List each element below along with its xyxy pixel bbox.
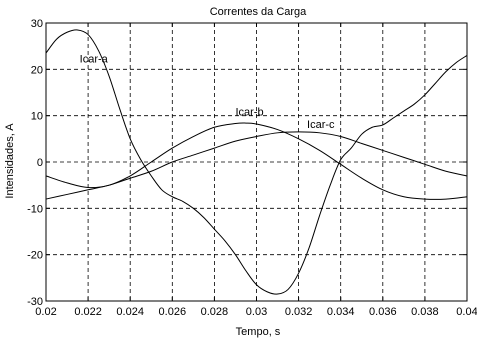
x-tick-label: 0.022	[74, 306, 102, 318]
y-tick-label: 0	[37, 157, 43, 169]
series-label-icar-c: Icar-c	[307, 119, 335, 131]
series-lines	[45, 29, 468, 295]
x-tick-label: 0.028	[201, 306, 229, 318]
series-label-icar-a: Icar-a	[80, 53, 109, 65]
series-line-icar-a	[45, 29, 468, 295]
y-tick-label: 20	[31, 64, 43, 76]
x-tick-label: 0.034	[327, 306, 355, 318]
x-axis-label: Tempo, s	[236, 326, 281, 338]
y-axis-label: Intensidades, A	[4, 123, 16, 199]
x-tick-label: 0.038	[411, 306, 439, 318]
x-tick-label: 0.02	[35, 306, 56, 318]
x-tick-label: 0.024	[116, 306, 144, 318]
x-tick-label: 0.026	[159, 306, 187, 318]
series-line-icar-c	[45, 131, 468, 200]
chart-title: Correntes da Carga	[210, 6, 307, 18]
axis-ticks: 0.02 0.022 0.024 0.026 0.028 0.03 0.032 0.034 0.…	[27, 18, 477, 318]
grid	[46, 23, 467, 301]
y-tick-label: -30	[27, 296, 43, 308]
x-tick-label: 0.04	[456, 306, 477, 318]
y-tick-label: -10	[27, 203, 43, 215]
y-tick-label: 10	[31, 111, 43, 123]
y-tick-label: 30	[31, 18, 43, 30]
x-tick-label: 0.036	[369, 306, 397, 318]
series-annotations: Icar-a Icar-b Icar-c	[80, 53, 335, 131]
x-tick-label: 0.032	[285, 306, 313, 318]
y-tick-label: -20	[27, 250, 43, 262]
series-label-icar-b: Icar-b	[235, 107, 263, 119]
x-tick-label: 0.03	[246, 306, 267, 318]
series-line-icar-b	[45, 122, 468, 200]
